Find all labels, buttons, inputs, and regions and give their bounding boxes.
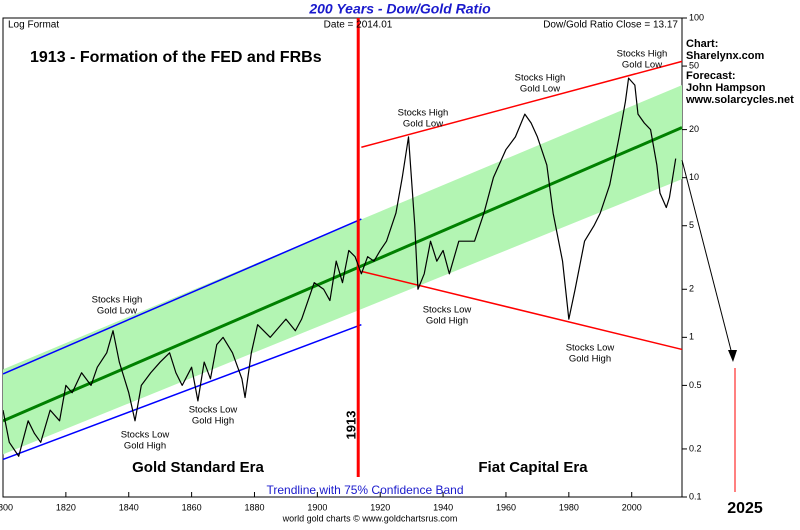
ratio-line	[2, 77, 677, 457]
annotation: Stocks High	[398, 108, 449, 119]
footer: world gold charts © www.goldchartsrus.co…	[282, 513, 458, 523]
channel-line	[2, 323, 362, 461]
x-tick-label: 1800	[0, 502, 13, 512]
annotation: Stocks High	[515, 73, 566, 84]
annotation: Gold Low	[97, 306, 137, 317]
annotation: Stocks High	[617, 49, 668, 60]
y-tick-label: 5	[689, 220, 694, 230]
y-tick-label: 0.2	[689, 443, 702, 453]
forecast-credit: www.solarcycles.net	[685, 94, 794, 106]
annotation: Gold Low	[403, 119, 443, 130]
era-label: Gold Standard Era	[132, 459, 264, 476]
annotation: Gold High	[426, 316, 468, 327]
annotation: Gold High	[569, 354, 611, 365]
credit: Chart:	[686, 38, 718, 50]
channel-line	[361, 60, 683, 149]
x-tick-label: 1880	[244, 502, 264, 512]
annotation: Stocks High	[92, 295, 143, 306]
annotation: Stocks Low	[189, 405, 238, 416]
forecast-year: 2025	[727, 500, 763, 517]
annotation: Stocks Low	[121, 430, 170, 441]
annotation: Gold High	[124, 441, 166, 452]
arrow-line	[681, 159, 734, 359]
x-tick-label: 1860	[182, 502, 202, 512]
y-tick-label: 1	[689, 332, 694, 342]
scale-note: Log Format	[8, 20, 59, 31]
arrow-head	[728, 350, 737, 362]
x-tick-label: 1960	[496, 502, 516, 512]
y-tick-label: 10	[689, 172, 699, 182]
annotation: Gold High	[192, 416, 234, 427]
date-note: Date = 2014.01	[324, 20, 393, 31]
annotation: Gold Low	[520, 84, 560, 95]
era-label: Fiat Capital Era	[478, 459, 588, 476]
x-tick-label: 1840	[119, 502, 139, 512]
band-label: Trendline with 75% Confidence Band	[266, 483, 463, 497]
y-tick-label: 50	[689, 60, 699, 70]
y-tick-label: 0.5	[689, 380, 702, 390]
x-tick-label: 1820	[56, 502, 76, 512]
forecast-arrow	[681, 159, 737, 492]
channel-line	[361, 270, 683, 351]
y-tick-label: 100	[689, 12, 704, 22]
forecast-credit: John Hampson	[686, 82, 766, 94]
trend-line	[2, 126, 683, 423]
channel-line	[2, 218, 362, 375]
headline: 1913 - Formation of the FED and FRBs	[30, 49, 322, 66]
x-tick-label: 1920	[370, 502, 390, 512]
x-tick-label: 1940	[433, 502, 453, 512]
plot-layer	[2, 18, 683, 477]
chart-title: 200 Years - Dow/Gold Ratio	[308, 1, 491, 17]
y-tick-label: 2	[689, 284, 694, 294]
x-tick-label: 1980	[559, 502, 579, 512]
annotation: Stocks Low	[566, 343, 615, 354]
x-tick-label: 1900	[307, 502, 327, 512]
annotation: Stocks Low	[423, 305, 472, 316]
y-tick-label: 0.1	[689, 491, 702, 501]
y-tick-label: 20	[689, 124, 699, 134]
forecast-credit: Forecast:	[686, 70, 736, 82]
annotation: Gold Low	[622, 60, 662, 71]
fed-year-label: 1913	[344, 411, 359, 440]
credit: Sharelynx.com	[686, 50, 764, 62]
close-note: Dow/Gold Ratio Close = 13.17	[543, 20, 678, 31]
x-tick-label: 2000	[622, 502, 642, 512]
